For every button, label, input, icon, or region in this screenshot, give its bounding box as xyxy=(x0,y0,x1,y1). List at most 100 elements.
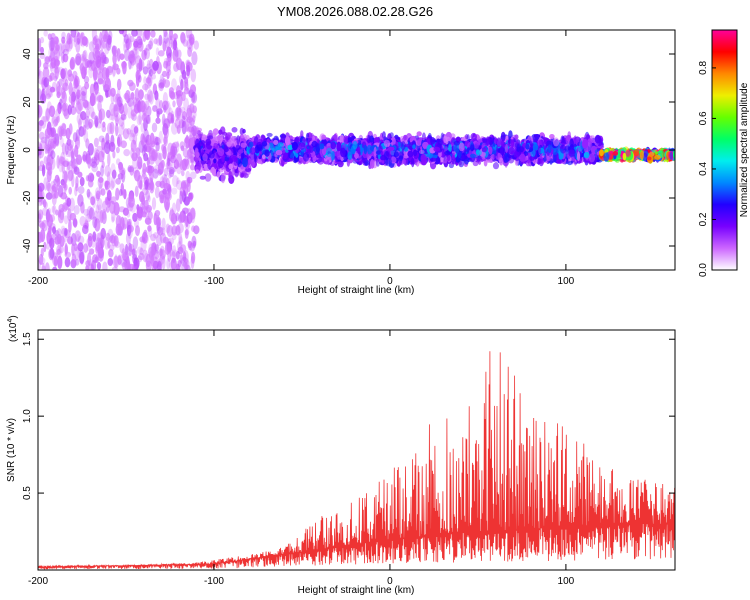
spectrogram-cell xyxy=(54,116,59,126)
spectrogram-cell xyxy=(141,198,146,209)
spectrogram-cell xyxy=(185,118,189,132)
spectrogram-cell xyxy=(132,156,138,170)
spectrogram-cell xyxy=(234,171,239,177)
spectrogram-cell xyxy=(96,262,102,270)
spectrogram-cell xyxy=(91,195,97,208)
spectrogram-cell xyxy=(92,216,98,229)
spectrogram-cell xyxy=(73,33,77,48)
spectrogram-cell xyxy=(166,71,170,80)
spectrogram-cell xyxy=(67,149,73,158)
spectrogram-cell xyxy=(87,179,94,188)
spectrogram-cell xyxy=(163,182,170,189)
spectrogram-cell xyxy=(189,171,197,180)
spectrogram-cell xyxy=(157,260,162,270)
spectrogram-cell xyxy=(143,152,149,162)
spectrogram-cell xyxy=(144,93,150,101)
spectrogram-cell xyxy=(96,63,102,75)
spectrogram-cell xyxy=(187,240,192,249)
spectrogram-cell xyxy=(221,131,228,136)
spectrogram-cell xyxy=(128,195,135,208)
spectrogram-cell xyxy=(178,232,183,245)
spectrogram-cell xyxy=(212,128,219,136)
spectrogram-cell xyxy=(151,73,156,80)
spectrogram-cell xyxy=(159,160,164,174)
spectrogram-cell xyxy=(72,219,78,227)
spectrogram-cell xyxy=(50,51,55,61)
spectrogram-cell xyxy=(80,111,87,121)
spectrogram-cell xyxy=(61,142,66,155)
spectrogram-cell xyxy=(91,161,98,169)
spectrogram-cell xyxy=(66,138,72,146)
spectrogram-cell xyxy=(43,241,47,253)
spectrogram-cell xyxy=(93,147,98,161)
spectrogram-cell xyxy=(96,95,104,102)
spectrogram-cell xyxy=(155,97,161,110)
spectrogram-cell xyxy=(121,248,126,260)
spectrogram-cell xyxy=(42,199,47,208)
spectrogram-cell xyxy=(122,60,127,75)
spectrogram-cell xyxy=(68,186,72,195)
spectrogram-cell xyxy=(107,152,111,167)
spectrogram-cell xyxy=(177,241,183,252)
spectrogram-cell xyxy=(49,248,55,259)
spectrogram-cell xyxy=(165,37,171,50)
spectrogram-cell xyxy=(171,122,178,135)
spectrogram-cell xyxy=(144,179,149,190)
spectrogram-cell xyxy=(179,190,183,205)
spectrogram-cell xyxy=(52,226,56,235)
spectrogram-cell xyxy=(96,249,100,262)
spectrogram-cell xyxy=(171,113,175,124)
spectrogram-cell xyxy=(166,46,171,54)
spectrogram-cell xyxy=(43,30,48,37)
spectrogram-cell xyxy=(39,160,44,167)
spectrogram-cell xyxy=(49,237,55,250)
spectrogram-cell xyxy=(144,100,150,111)
spectrogram-cell xyxy=(120,140,127,149)
spectrogram-cell xyxy=(95,43,100,50)
spectrogram-cell xyxy=(59,98,63,110)
spectrogram-cell xyxy=(71,173,75,188)
spectrogram-cell xyxy=(66,161,71,171)
spectrogram-cell xyxy=(132,167,139,174)
spectrogram-cell xyxy=(130,124,137,138)
spectrogram-cell xyxy=(69,144,74,154)
spectrogram-cell xyxy=(117,173,124,180)
spectrogram-cell xyxy=(176,93,183,108)
spectrogram-cell xyxy=(38,58,42,69)
spectrogram-cell xyxy=(137,246,143,255)
spectrogram-cell xyxy=(52,266,58,270)
spectrogram-cell xyxy=(89,248,95,255)
spectrogram-cell xyxy=(117,254,123,261)
spectrogram-cell xyxy=(240,142,247,148)
spectrogram-cell xyxy=(191,225,196,232)
spectrogram-cell xyxy=(119,53,125,60)
spectrogram-cell xyxy=(147,195,151,203)
spectrogram-cell xyxy=(88,51,95,65)
spectrogram-cell xyxy=(43,156,48,165)
spectrogram-cell xyxy=(145,205,153,213)
spectrogram-cell xyxy=(44,262,50,270)
spectrogram-cell xyxy=(190,68,197,83)
spectrogram-cell xyxy=(98,204,102,214)
spectrogram-cell xyxy=(102,261,108,270)
spectrogram-cell xyxy=(45,192,53,200)
spectrogram-cell xyxy=(79,32,84,47)
spectrogram-cell xyxy=(172,245,177,258)
spectrogram-cell xyxy=(80,90,86,102)
spectrogram-cell xyxy=(42,115,49,123)
spectrogram-cell xyxy=(175,180,183,190)
spectrogram-cell xyxy=(176,106,182,117)
spectrogram-cell xyxy=(180,31,186,44)
spectrogram-cell xyxy=(82,224,89,235)
spectrogram-cell xyxy=(144,217,152,225)
spectrogram-cell xyxy=(140,100,146,113)
spectrogram-cell xyxy=(228,163,234,170)
spectrogram-cell xyxy=(163,104,167,113)
spectrogram-cell xyxy=(150,233,157,242)
spectrogram-cell xyxy=(95,190,101,200)
spectrogram-cell xyxy=(175,198,181,212)
spectrogram-cell xyxy=(161,255,166,270)
spectrogram-cell xyxy=(73,243,78,252)
spectrogram-cell xyxy=(70,156,76,169)
spectrogram-cell xyxy=(104,77,111,91)
